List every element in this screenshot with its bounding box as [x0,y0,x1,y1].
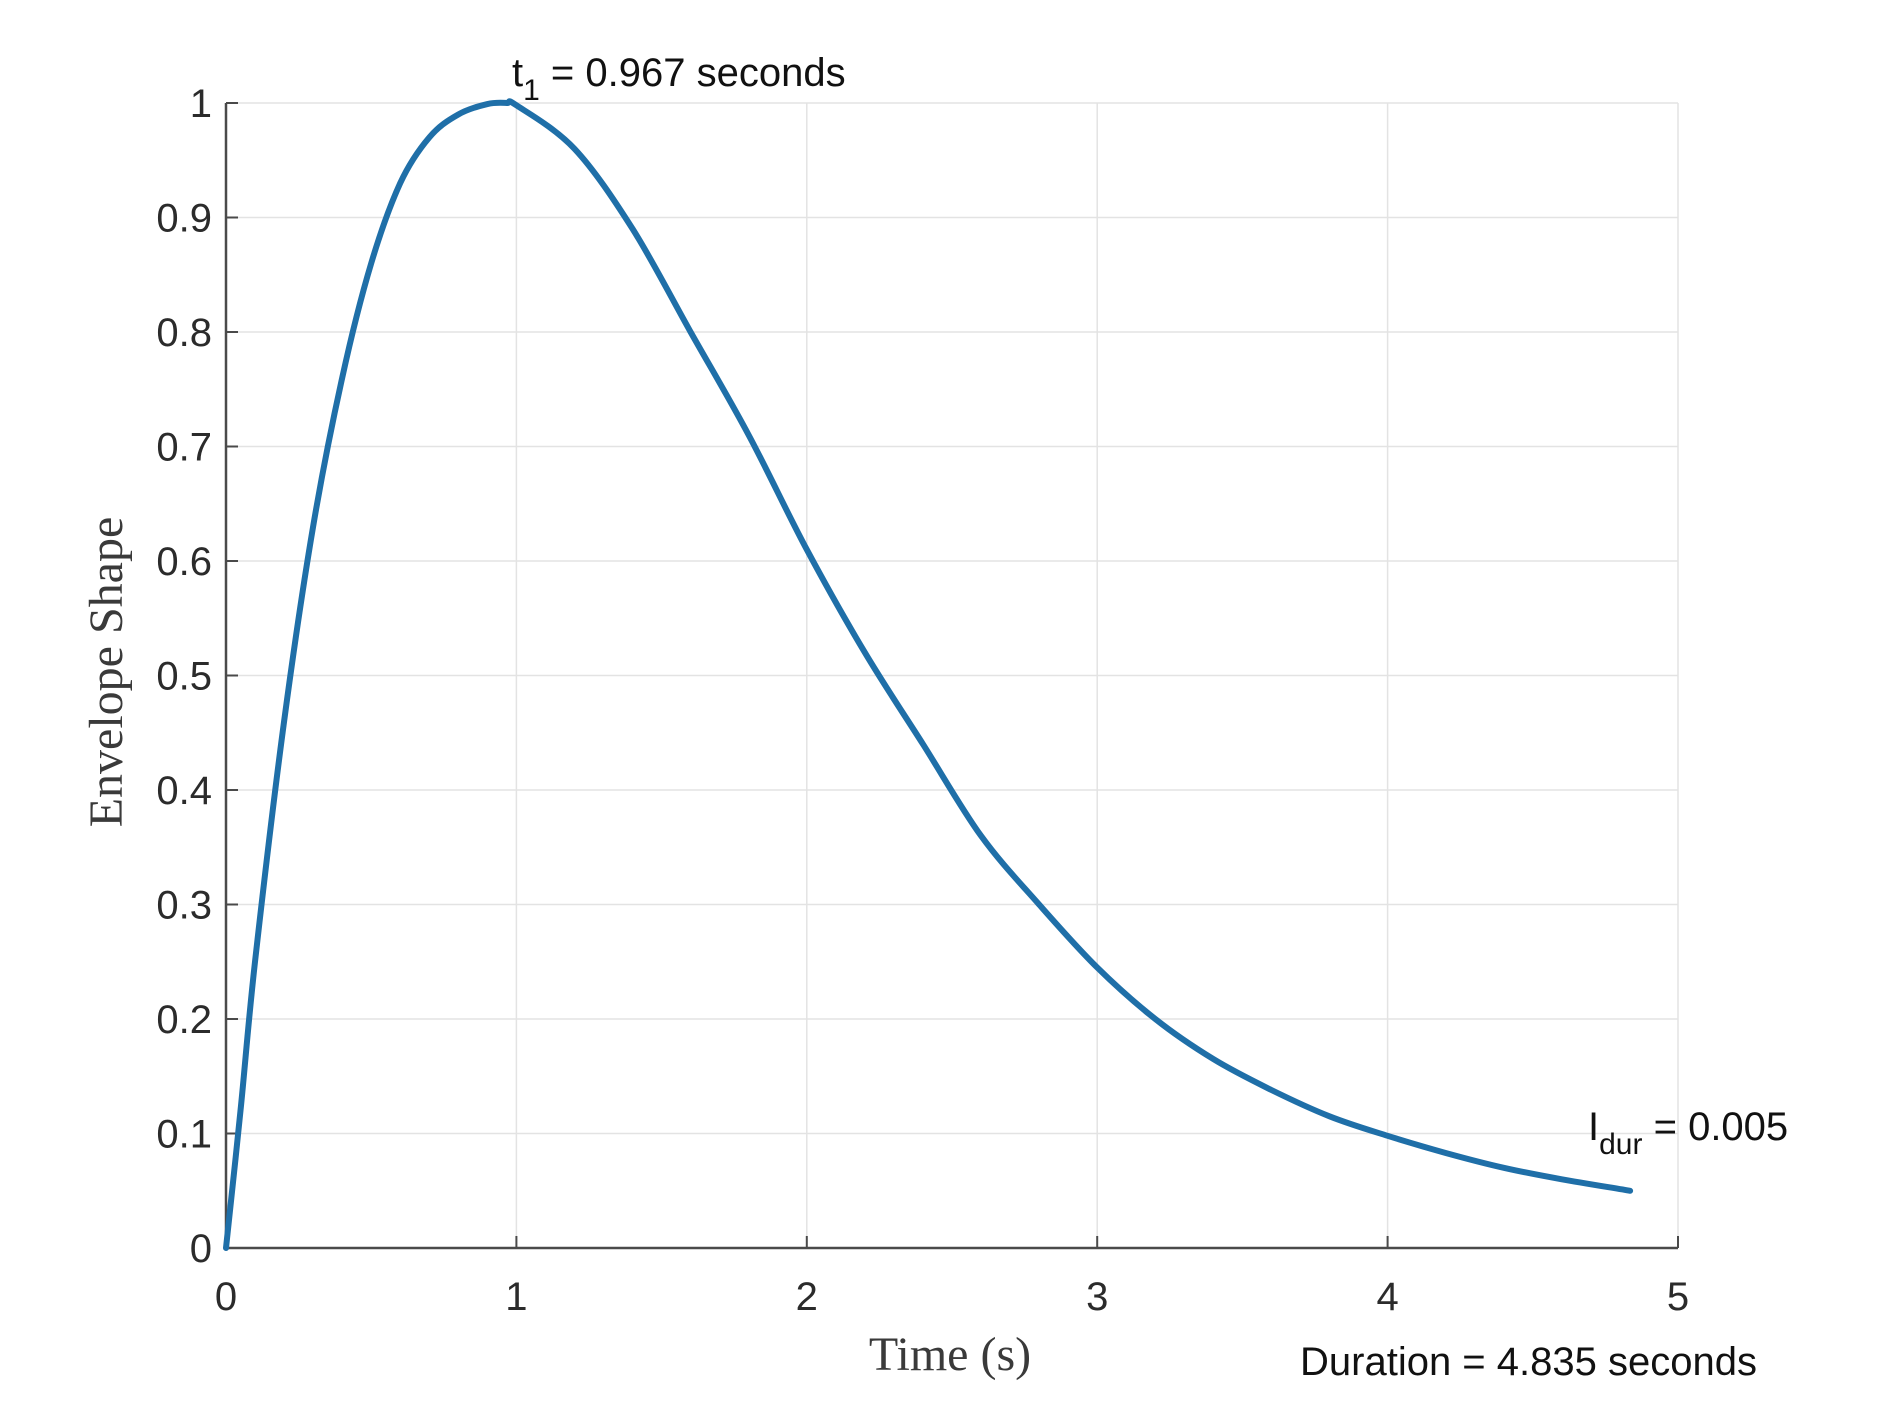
y-tick-label: 0.6 [156,540,212,584]
x-tick-label: 0 [215,1275,237,1319]
y-tick-labels: 0 0.1 0.2 0.3 0.4 0.5 0.6 0.7 0.8 0.9 1 [156,82,212,1271]
peak-annotation-symbol: t [512,51,523,95]
duration-annotation: Duration = 4.835 seconds [1300,1340,1757,1384]
peak-annotation: t1 = 0.967 seconds [512,51,846,107]
x-tick-label: 2 [796,1275,818,1319]
series-line-envelope [223,98,1634,1251]
x-tick-label: 1 [505,1275,527,1319]
y-tick-label: 0.7 [156,426,212,470]
grid-lines [225,102,1679,1249]
x-axis-label: Time (s) [869,1328,1031,1381]
y-tick-label: 0.8 [156,311,212,355]
end-annotation-subscript: dur [1599,1128,1642,1161]
end-annotation-symbol: I [1588,1105,1599,1149]
y-tick-label: 0.3 [156,884,212,928]
x-tick-label: 4 [1376,1275,1398,1319]
y-axis-label: Envelope Shape [80,517,133,828]
x-tick-label: 3 [1086,1275,1108,1319]
x-tick-labels: 0 1 2 3 4 5 [215,1275,1689,1319]
y-tick-label: 0.5 [156,655,212,699]
y-tick-label: 0.4 [156,769,212,813]
peak-annotation-subscript: 1 [523,74,540,107]
y-tick-label: 0.1 [156,1113,212,1157]
x-tick-label: 5 [1667,1275,1689,1319]
y-tick-label: 0.9 [156,197,212,241]
peak-annotation-value: = 0.967 seconds [540,51,846,95]
y-tick-label: 0 [190,1227,212,1271]
end-annotation-value: = 0.005 [1642,1105,1788,1149]
y-tick-label: 1 [190,82,212,126]
end-annotation: Idur = 0.005 [1588,1105,1788,1161]
y-tick-label: 0.2 [156,998,212,1042]
